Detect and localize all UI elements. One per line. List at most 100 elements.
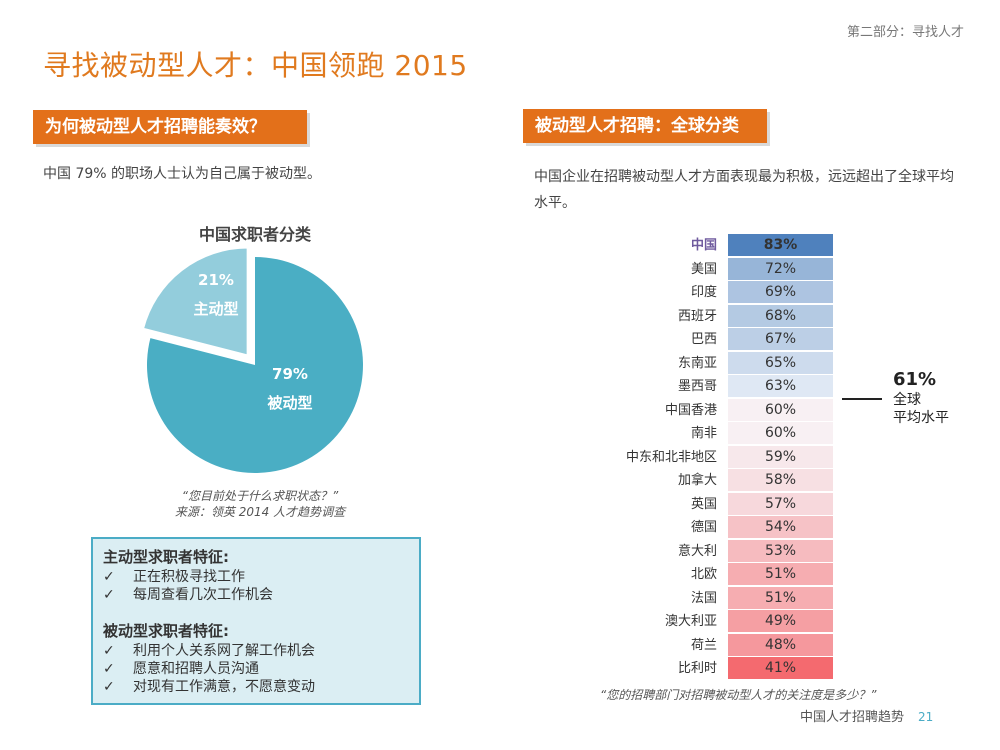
active-trait-item: ✓ 每周查看几次工作机会 <box>103 586 409 604</box>
table-row: 中国香港 60% <box>600 398 840 422</box>
country-label: 墨西哥 <box>677 379 717 394</box>
country-label: 中东和北非地区 <box>625 449 717 465</box>
value-cell: 53% <box>728 539 833 562</box>
table-row: 英国 57% <box>600 492 840 516</box>
pie-chart: 79% 被动型 21% 主动型 <box>141 246 363 473</box>
passive-trait-text: 愿意和招聘人员沟通 <box>133 661 259 677</box>
passive-trait-item: ✓ 对现有工作满意，不愿意变动 <box>103 678 409 696</box>
pie-source: “您目前处于什么求职状态？” 来源：领英 2014 人才趋势调查 <box>130 488 390 520</box>
pie-source-question: “您目前处于什么求职状态？” <box>181 489 339 503</box>
country-label: 美国 <box>690 261 717 277</box>
page-number: 21 <box>918 710 934 724</box>
country-label: 法国 <box>690 590 717 606</box>
table-row: 印度 69% <box>600 281 840 304</box>
value-cell: 48% <box>728 633 833 656</box>
table-row: 德国 54% <box>600 516 840 539</box>
country-label: 澳大利亚 <box>664 614 717 629</box>
left-heading: 为何被动型人才招聘能奏效？ <box>33 110 307 144</box>
table-row: 墨西哥 63% <box>600 375 840 398</box>
passive-trait-text: 利用个人关系网了解工作机会 <box>133 643 315 659</box>
active-traits-title: 主动型求职者特征: <box>103 548 229 566</box>
traits-box: 主动型求职者特征: ✓ 正在积极寻找工作 ✓ 每周查看几次工作机会 被动型求职者特征… <box>91 537 421 705</box>
country-label: 德国 <box>690 520 717 535</box>
passive-trait-text: 对现有工作满意，不愿意变动 <box>133 679 315 695</box>
value-cell: 67% <box>728 328 833 350</box>
table-row: 巴西 67% <box>600 328 840 351</box>
pie-label-active-name: 主动型 <box>193 300 238 318</box>
table-row: 意大利 53% <box>600 539 840 563</box>
check-icon: ✓ <box>103 679 115 695</box>
table-row: 比利时 41% <box>600 657 840 680</box>
global-average-line <box>842 398 882 400</box>
value-cell: 72% <box>728 257 833 280</box>
passive-trait-item: ✓ 利用个人关系网了解工作机会 <box>103 642 409 660</box>
table-source: “您的招聘部门对招聘被动型人才的关注度是多少？” <box>600 688 877 702</box>
country-label: 巴西 <box>690 332 717 347</box>
value-cell: 65% <box>728 351 833 374</box>
table-row: 中国 83% <box>600 234 840 257</box>
value-cell: 58% <box>728 469 833 491</box>
country-label: 比利时 <box>677 661 717 676</box>
pie-label-active-value: 21% <box>198 271 234 289</box>
country-label: 加拿大 <box>677 473 717 488</box>
section-label: 第二部分：寻找人才 <box>846 25 964 40</box>
value-cell: 49% <box>728 610 833 632</box>
check-icon: ✓ <box>103 661 115 677</box>
pie-label-passive-value: 79% <box>272 365 308 383</box>
table-row: 法国 51% <box>600 586 840 610</box>
global-average-label: 全球 平均水平 <box>893 391 973 427</box>
table-row: 北欧 51% <box>600 563 840 586</box>
value-cell: 68% <box>728 304 833 327</box>
value-cell: 57% <box>728 492 833 515</box>
country-label: 中国 <box>690 238 717 253</box>
country-label: 荷兰 <box>690 637 717 653</box>
global-average-label-line2: 平均水平 <box>893 410 949 426</box>
country-label: 西班牙 <box>677 308 717 324</box>
footer: 中国人才招聘趋势 21 <box>800 706 933 725</box>
pie-slice-passive <box>146 257 363 473</box>
right-heading: 被动型人才招聘：全球分类 <box>523 109 767 143</box>
passive-trait-item: ✓ 愿意和招聘人员沟通 <box>103 660 409 678</box>
value-cell: 51% <box>728 563 833 585</box>
check-icon: ✓ <box>103 569 115 585</box>
pie-label-passive-name: 被动型 <box>267 394 312 412</box>
table-row: 南非 60% <box>600 422 840 445</box>
value-cell: 59% <box>728 445 833 468</box>
check-icon: ✓ <box>103 643 115 659</box>
value-cell: 51% <box>728 586 833 609</box>
table-row: 东南亚 65% <box>600 351 840 375</box>
table-row: 美国 72% <box>600 257 840 281</box>
table-row: 荷兰 48% <box>600 633 840 657</box>
footer-text: 中国人才招聘趋势 <box>800 710 905 725</box>
pie-title: 中国求职者分类 <box>198 225 311 244</box>
country-label: 英国 <box>690 496 717 512</box>
value-cell: 69% <box>728 281 833 303</box>
left-intro: 中国 79% 的职场人士认为自己属于被动型。 <box>43 166 322 182</box>
value-cell: 83% <box>728 234 833 256</box>
country-label: 东南亚 <box>677 355 717 371</box>
pie-source-citation: 来源：领英 2014 人才趋势调查 <box>174 505 346 519</box>
global-average-value: 61% <box>893 369 937 390</box>
value-cell: 60% <box>728 398 833 421</box>
country-label: 北欧 <box>690 567 717 582</box>
country-label: 意大利 <box>677 543 717 559</box>
table-row: 西班牙 68% <box>600 304 840 328</box>
table-row: 中东和北非地区 59% <box>600 445 840 469</box>
check-icon: ✓ <box>103 587 115 603</box>
country-label: 南非 <box>690 426 717 441</box>
country-label: 中国香港 <box>664 402 717 418</box>
right-intro: 中国企业在招聘被动型人才方面表现最为积极，远远超出了全球平均水平。 <box>534 169 954 211</box>
table-row: 加拿大 58% <box>600 469 840 492</box>
page-title: 寻找被动型人才：中国领跑 2015 <box>43 49 468 82</box>
active-trait-item: ✓ 正在积极寻找工作 <box>103 568 409 586</box>
passive-traits-title: 被动型求职者特征: <box>103 622 229 640</box>
value-cell: 60% <box>728 422 833 444</box>
global-average-label-line1: 全球 <box>893 392 921 408</box>
table-row: 澳大利亚 49% <box>600 610 840 633</box>
value-cell: 63% <box>728 375 833 397</box>
active-trait-text: 正在积极寻找工作 <box>133 569 245 585</box>
value-cell: 41% <box>728 657 833 679</box>
country-label: 印度 <box>690 285 717 300</box>
pie-slice-active <box>141 246 249 357</box>
value-cell: 54% <box>728 516 833 538</box>
